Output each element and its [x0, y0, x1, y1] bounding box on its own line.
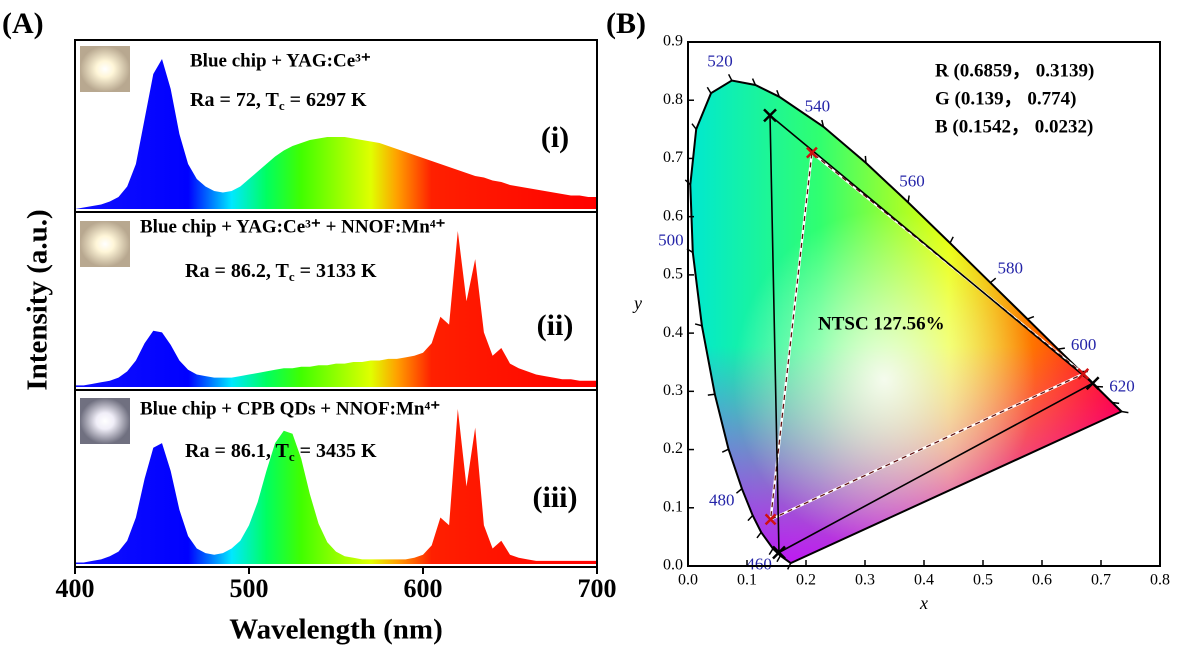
x-tick-label: 0.6	[1032, 572, 1052, 589]
locus-tick	[707, 87, 711, 93]
spectrum-label: Blue chip + CPB QDs + NNOF:Mn⁴⁺	[140, 398, 440, 419]
y-tick-label: 0.7	[663, 149, 683, 166]
x-tick-label: 600	[404, 574, 443, 603]
locus-tick	[729, 74, 732, 80]
locus-tick	[1121, 412, 1128, 413]
spectrum-label: Blue chip + YAG:Ce³⁺ + NNOF:Mn⁴⁺	[140, 216, 446, 237]
locus-tick	[950, 237, 953, 243]
x-tick-label: 0.0	[678, 572, 698, 589]
spectrum-tag: (iii)	[533, 481, 578, 514]
wavelength-label: 600	[1071, 335, 1097, 354]
gamut-annotation: NTSC 127.56%	[818, 313, 945, 334]
x-axis-label: x	[919, 593, 928, 613]
wavelength-label: 500	[658, 231, 684, 250]
annotation-text: = 6297 K	[285, 89, 367, 111]
spectrum-annotation: Ra = 72, Tc = 6297 K	[190, 89, 367, 113]
primary-label: G (0.139， 0.774)	[935, 88, 1076, 109]
wavelength-label: 620	[1109, 377, 1135, 396]
locus-tick	[1058, 348, 1065, 349]
primary-label: B (0.1542， 0.0232)	[935, 116, 1093, 137]
y-tick-label: 0.2	[663, 440, 683, 457]
locus-tick	[990, 278, 995, 283]
annotation-text: Ra = 72, T	[190, 89, 279, 111]
y-axis-label: y	[632, 293, 642, 313]
y-tick-label: 0.9	[663, 33, 683, 50]
x-tick-label: 0.8	[1150, 572, 1170, 589]
y-tick-label: 0.1	[663, 498, 683, 515]
x-tick-label: 0.4	[914, 572, 934, 589]
spectrum-area	[75, 409, 597, 564]
locus-tick	[736, 489, 741, 493]
locus-tick	[908, 195, 909, 202]
x-tick-label: 0.3	[855, 572, 875, 589]
y-tick-label: 0.6	[663, 207, 683, 224]
x-tick-label: 500	[230, 574, 269, 603]
annotation-text: = 3133 K	[295, 260, 377, 282]
wavelength-label: 560	[899, 172, 925, 191]
x-tick-label: 400	[56, 574, 95, 603]
locus-tick	[722, 449, 728, 452]
panel-label: (A)	[2, 7, 44, 40]
y-tick-label: 0.0	[663, 557, 683, 574]
annotation-text: = 3435 K	[295, 440, 377, 462]
y-tick-label: 0.3	[663, 382, 683, 399]
x-axis-label: Wavelength (nm)	[229, 614, 442, 646]
locus-tick	[757, 532, 761, 538]
wavelength-label: 540	[805, 96, 831, 115]
spectrum-tag: (i)	[541, 121, 569, 154]
spectrum-label: Blue chip + YAG:Ce³⁺	[190, 50, 371, 71]
x-tick-label: 0.1	[737, 572, 757, 589]
locus-tick	[708, 394, 715, 395]
annotation-text: Ra = 86.2, T	[185, 260, 289, 282]
spectrum-area	[75, 231, 597, 387]
annotation-text: Ra = 86.1, T	[185, 440, 289, 462]
x-tick-label: 0.5	[973, 572, 993, 589]
x-tick-label: 0.7	[1091, 572, 1111, 589]
x-tick-label: 700	[578, 574, 617, 603]
y-tick-label: 0.8	[663, 91, 683, 108]
locus-tick	[777, 556, 780, 562]
spectrum-annotation: Ra = 86.1, Tc = 3435 K	[185, 440, 377, 464]
spectrum-tag: (ii)	[537, 309, 574, 342]
locus-tick	[1027, 317, 1034, 319]
spectrum-area	[75, 59, 597, 209]
locus-tick	[748, 515, 753, 520]
primary-label: R (0.6859， 0.3139)	[935, 60, 1094, 81]
y-tick-label: 0.4	[663, 324, 683, 341]
locus-tick	[1112, 402, 1119, 403]
x-tick-label: 0.2	[796, 572, 816, 589]
y-axis-label: Intensity (a.u.)	[22, 209, 54, 390]
spectrum-annotation: Ra = 86.2, Tc = 3133 K	[185, 260, 377, 284]
wavelength-label: 480	[709, 490, 735, 509]
wavelength-label: 520	[707, 52, 733, 71]
locus-tick	[692, 124, 696, 130]
y-tick-label: 0.5	[663, 266, 683, 283]
panel-label: (B)	[606, 7, 646, 40]
locus-tick	[865, 156, 866, 163]
wavelength-label: 580	[997, 259, 1023, 278]
